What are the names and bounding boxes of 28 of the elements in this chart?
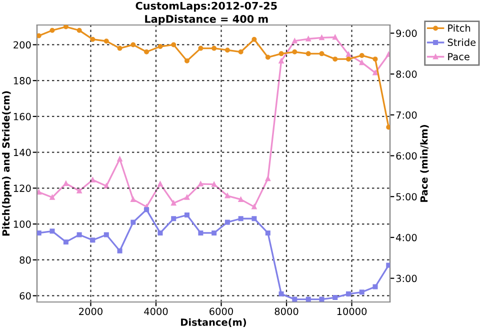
x-tick-label: 8000 bbox=[274, 308, 298, 316]
y2-axis-title: Pace (min/km) bbox=[420, 125, 429, 202]
y-axis-title: Pitch(bpm) and Stride(cm) bbox=[2, 91, 12, 236]
y2-tick-label: 9:00 bbox=[396, 30, 417, 38]
x-tick-label: 10000 bbox=[337, 308, 367, 316]
x-tick-label: 4000 bbox=[144, 308, 168, 316]
y2-tick-label: 4:00 bbox=[396, 234, 417, 242]
y2-tick-label: 6:00 bbox=[396, 152, 417, 160]
y-tick-label: 160 bbox=[14, 112, 31, 120]
legend-label: Stride bbox=[448, 38, 476, 46]
y2-tick-label: 8:00 bbox=[396, 70, 417, 78]
x-tick-label: 2000 bbox=[79, 308, 102, 316]
y-tick-label: 60 bbox=[20, 292, 31, 300]
y-tick-label: 180 bbox=[14, 77, 31, 84]
y-tick-label: 80 bbox=[20, 256, 31, 264]
y2-tick-label: 7:00 bbox=[396, 111, 417, 119]
chart-title: CustomLaps:2012-07-25 bbox=[136, 2, 277, 12]
legend-label: Pace bbox=[448, 53, 470, 60]
legend-label: Pitch bbox=[448, 24, 470, 32]
x-tick-label: 6000 bbox=[210, 308, 233, 316]
y-tick-label: 200 bbox=[14, 41, 31, 49]
y-tick-label: 100 bbox=[14, 220, 31, 228]
y-tick-label: 120 bbox=[14, 184, 31, 192]
y2-tick-label: 3:00 bbox=[396, 274, 417, 282]
x-axis-title: Distance(m) bbox=[181, 318, 246, 328]
y-tick-label: 140 bbox=[14, 148, 31, 156]
chart-subtitle: LapDistance = 400 m bbox=[145, 14, 268, 25]
y2-tick-label: 5:00 bbox=[396, 193, 417, 200]
